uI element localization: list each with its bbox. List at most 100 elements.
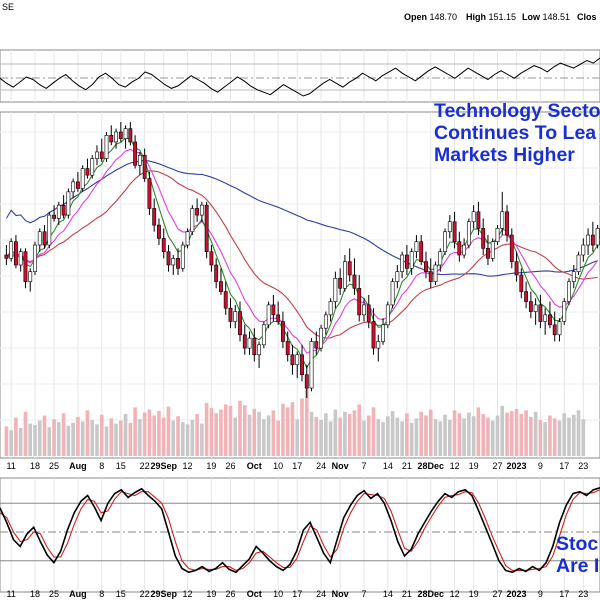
headline-annotation: Technology Secto Continues To Lea Market…: [434, 100, 600, 166]
stoch-date-tick-label: Oct: [247, 589, 262, 599]
candle-body: [328, 301, 333, 316]
headline-line-1: Technology Secto: [434, 100, 600, 122]
candle-body: [80, 168, 85, 189]
date-tick-label: Nov: [332, 461, 349, 471]
date-tick-label: 9: [538, 461, 543, 471]
stoch-date-tick-label: 21: [402, 589, 412, 599]
volume-bar: [571, 414, 576, 456]
indicator-line: [0, 57, 600, 97]
volume-bar: [133, 407, 137, 456]
candle-body: [281, 321, 285, 342]
stoch-date-tick-label: 28Dec: [417, 589, 444, 599]
candle-body: [171, 258, 176, 266]
date-tick-label: 14: [383, 461, 393, 471]
volume-bar: [476, 407, 481, 456]
candle-body: [514, 261, 519, 276]
stoch-d-line: [0, 489, 600, 571]
candle-body: [95, 151, 99, 159]
candle-body: [404, 254, 409, 269]
volume-bar: [71, 422, 75, 456]
candle-body: [242, 334, 247, 349]
ticker-symbol: SE: [2, 2, 15, 12]
volume-bar: [424, 415, 428, 456]
high-label: High: [466, 12, 486, 22]
stoch-date-tick-label: 12: [450, 589, 460, 599]
stoch-date-tick-label: 19: [469, 589, 479, 599]
volume-bar: [37, 420, 42, 456]
candle-body: [338, 277, 343, 289]
candle-body: [28, 271, 33, 282]
candle-body: [357, 287, 362, 316]
volume-bar: [109, 418, 114, 456]
volume-bar: [324, 413, 328, 456]
candle-body: [214, 264, 219, 282]
low-label: Low: [522, 12, 540, 22]
callout-line-1: Stoc: [556, 533, 599, 555]
candle-body: [414, 241, 419, 252]
date-tick-label: 19: [469, 461, 479, 471]
volume-bar: [366, 415, 371, 456]
stoch-date-tick-label: 12: [183, 589, 193, 599]
volume-bar: [185, 424, 190, 456]
candle-body: [486, 248, 490, 259]
candle-body: [443, 231, 447, 252]
stoch-date-tick-label: 10: [273, 589, 283, 599]
candle-body: [543, 314, 548, 322]
date-tick-label: 7: [361, 461, 366, 471]
candle-body: [390, 281, 395, 306]
candle-body: [266, 304, 271, 326]
candle-body: [567, 281, 571, 302]
date-tick-label: Aug: [69, 461, 87, 471]
candle-body: [490, 241, 495, 259]
volume-bar: [18, 428, 23, 456]
candle-body: [495, 228, 500, 243]
ohlc-readout: Open 148.70 High 151.15 Low 148.51 Clos: [0, 12, 600, 26]
volume-bar: [533, 411, 538, 456]
volume-bar: [238, 400, 242, 456]
headline-line-3: Markets Higher: [434, 144, 575, 166]
volume-bar: [142, 412, 147, 456]
candle-body: [371, 321, 376, 349]
volume-bar: [257, 411, 261, 456]
open-label: Open: [404, 12, 428, 22]
volume-bar: [433, 419, 438, 456]
volume-bar: [538, 419, 543, 456]
date-tick-label: 26: [225, 461, 235, 471]
volume-bar: [495, 415, 500, 456]
volume-bar: [104, 426, 109, 456]
volume-bar: [328, 421, 333, 456]
candle-body: [347, 261, 352, 276]
volume-bars: [4, 386, 586, 456]
volume-bar: [543, 422, 547, 456]
volume-bar: [147, 409, 152, 456]
volume-bar: [519, 414, 524, 456]
candle-body: [23, 251, 28, 282]
volume-bar: [462, 418, 466, 456]
volume-bar: [438, 421, 443, 456]
volume-bar: [333, 409, 338, 456]
volume-bar: [447, 419, 452, 456]
volume-bar: [200, 423, 204, 456]
volume-bar: [343, 411, 347, 456]
date-tick-label: 17: [292, 461, 302, 471]
volume-bar: [99, 414, 104, 456]
volume-bar: [457, 413, 462, 456]
date-tick-label: 25: [49, 461, 59, 471]
stoch-date-tick-label: 8: [99, 589, 104, 599]
volume-bar: [9, 430, 13, 456]
candle-body: [104, 135, 109, 159]
candle-body: [185, 231, 190, 246]
candle-body: [476, 211, 481, 229]
stoch-date-tick-label: 17: [292, 589, 302, 599]
stoch-date-tick-label: Aug: [69, 589, 87, 599]
candle-body: [362, 304, 366, 316]
date-tick-label: 11: [6, 461, 15, 471]
candles: [4, 122, 600, 398]
stoch-date-tick-label: 15: [116, 589, 126, 599]
candle-body: [295, 354, 300, 366]
candle-body: [123, 128, 128, 139]
volume-bar: [80, 421, 85, 456]
candle-body: [90, 158, 95, 176]
